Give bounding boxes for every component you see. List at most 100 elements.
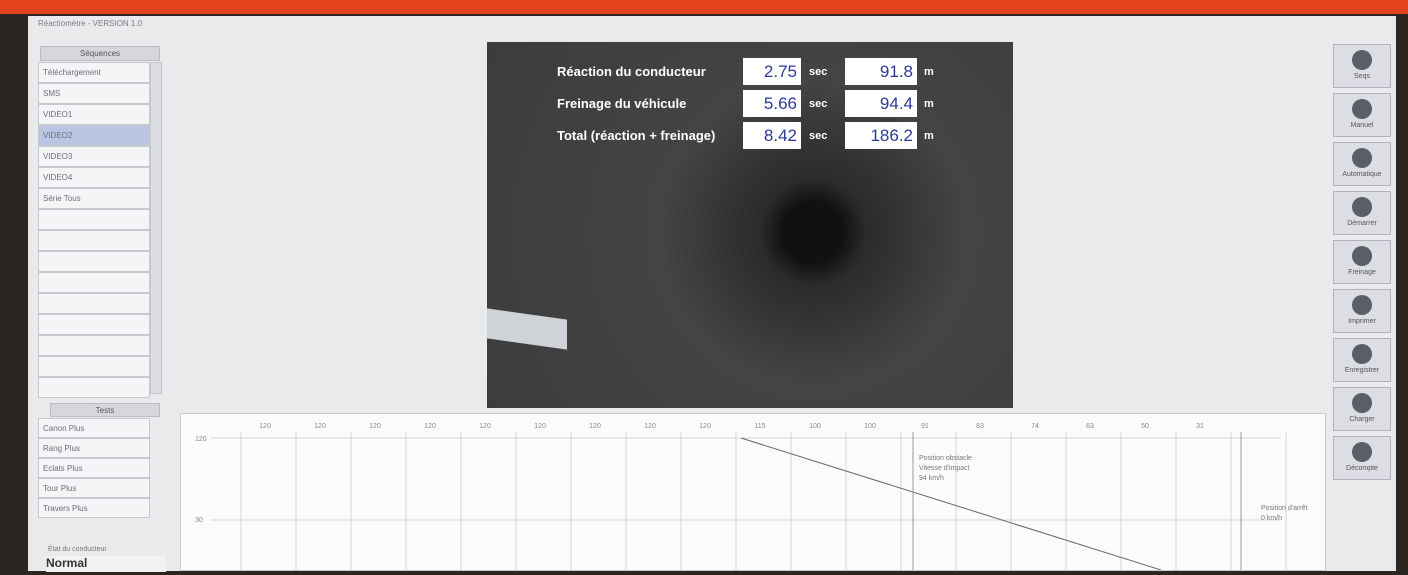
button-icon <box>1352 99 1372 119</box>
obstacle-note: 94 km/h <box>919 475 944 482</box>
x-label: 120 <box>424 423 436 430</box>
stop-note: Position d'arrêt <box>1261 505 1308 512</box>
toolbar-button[interactable]: Seqs <box>1333 44 1391 88</box>
video-view: Réaction du conducteur 2.75 sec 91.8 m Freina… <box>487 42 1013 408</box>
button-icon <box>1352 148 1372 168</box>
screen: Réactiomètre - VERSION 1.0 Réaction du c… <box>0 0 1408 571</box>
x-label: 120 <box>314 423 326 430</box>
x-label: 120 <box>369 423 381 430</box>
test-item[interactable]: Eclats Plus <box>38 458 150 478</box>
time-unit: sec <box>809 98 827 110</box>
toolbar-button[interactable]: Manuel <box>1333 93 1391 137</box>
driver-select[interactable]: Normal <box>46 556 166 572</box>
distance-value: 91.8 <box>845 58 917 85</box>
empty-row <box>38 272 150 293</box>
button-icon <box>1352 344 1372 364</box>
button-label: Imprimer <box>1348 318 1376 325</box>
obstacle-note: Position obstacle <box>919 455 972 462</box>
x-label: 74 <box>1031 423 1039 430</box>
x-label: 120 <box>259 423 271 430</box>
result-label: Freinage du véhicule <box>557 96 686 111</box>
scrollbar <box>150 62 162 394</box>
time-unit: sec <box>809 66 827 78</box>
distance-value: 186.2 <box>845 122 917 149</box>
test-item[interactable]: Tour Plus <box>38 478 150 498</box>
button-icon <box>1352 295 1372 315</box>
x-label: 120 <box>699 423 711 430</box>
toolbar-button[interactable]: Freinage <box>1333 240 1391 284</box>
y-label: 30 <box>195 517 203 524</box>
distance-unit: m <box>924 130 934 142</box>
test-item[interactable]: Rang Plus <box>38 438 150 458</box>
button-label: Décompte <box>1346 465 1378 472</box>
toolbar-button[interactable]: Charger <box>1333 387 1391 431</box>
x-label: 83 <box>976 423 984 430</box>
button-icon <box>1352 197 1372 217</box>
x-label: 120 <box>479 423 491 430</box>
time-value: 5.66 <box>743 90 801 117</box>
empty-row <box>38 209 150 230</box>
sequence-item[interactable]: Série Tous <box>38 188 150 209</box>
speed-graph: 120 120 120 120 120 120 120 120 120 115 100 100 91 83… <box>180 413 1326 571</box>
button-icon <box>1352 50 1372 70</box>
x-label: 120 <box>534 423 546 430</box>
button-label: Enregistrer <box>1345 367 1379 374</box>
sequence-item[interactable]: VIDEO3 <box>38 146 150 167</box>
obstacle-note: Vitesse d'impact <box>919 465 970 472</box>
button-icon <box>1352 246 1372 266</box>
x-label: 50 <box>1141 423 1149 430</box>
toolbar-button[interactable]: Imprimer <box>1333 289 1391 333</box>
toolbar-button[interactable]: Enregistrer <box>1333 338 1391 382</box>
toolbar-button[interactable]: Automatique <box>1333 142 1391 186</box>
sequence-item[interactable]: VIDEO2 <box>38 125 150 146</box>
empty-row <box>38 335 150 356</box>
graph-canvas: 120 120 120 120 120 120 120 120 120 115 100 100 91 83… <box>181 414 1325 570</box>
driver-label: État du conducteur <box>48 546 107 553</box>
empty-row <box>38 230 150 251</box>
distance-unit: m <box>924 98 934 110</box>
stop-note: 0 km/h <box>1261 515 1282 522</box>
x-label: 120 <box>644 423 656 430</box>
sequence-item[interactable]: VIDEO1 <box>38 104 150 125</box>
time-value: 8.42 <box>743 122 801 149</box>
distance-value: 94.4 <box>845 90 917 117</box>
sequence-item[interactable]: SMS <box>38 83 150 104</box>
sequence-item[interactable]: Téléchargement <box>38 62 150 83</box>
empty-row <box>38 356 150 377</box>
button-label: Charger <box>1349 416 1374 423</box>
time-value: 2.75 <box>743 58 801 85</box>
button-icon <box>1352 393 1372 413</box>
x-label: 91 <box>921 423 929 430</box>
button-label: Seqs <box>1354 73 1370 80</box>
x-label: 115 <box>754 423 765 430</box>
button-label: Démarrer <box>1347 220 1377 227</box>
road-marking <box>487 308 567 349</box>
x-label: 63 <box>1086 423 1094 430</box>
tests-header: Tests <box>50 403 160 417</box>
sequence-item[interactable]: VIDEO4 <box>38 167 150 188</box>
button-label: Freinage <box>1348 269 1376 276</box>
button-label: Automatique <box>1342 171 1381 178</box>
toolbar-button[interactable]: Décompte <box>1333 436 1391 480</box>
empty-row <box>38 251 150 272</box>
button-icon <box>1352 442 1372 462</box>
toolbar-button[interactable]: Démarrer <box>1333 191 1391 235</box>
x-label: 100 <box>864 423 876 430</box>
result-label: Réaction du conducteur <box>557 64 706 79</box>
app-window: Réactiomètre - VERSION 1.0 Réaction du c… <box>28 16 1396 571</box>
x-label: 31 <box>1196 423 1204 430</box>
empty-row <box>38 377 150 398</box>
y-label: 120 <box>195 436 207 443</box>
distance-unit: m <box>924 66 934 78</box>
x-label: 120 <box>589 423 601 430</box>
result-label: Total (réaction + freinage) <box>557 128 715 143</box>
x-label: 100 <box>809 423 821 430</box>
button-label: Manuel <box>1351 122 1374 129</box>
empty-row <box>38 293 150 314</box>
time-unit: sec <box>809 130 827 142</box>
top-strip <box>0 0 1408 14</box>
empty-row <box>38 314 150 335</box>
test-item[interactable]: Canon Plus <box>38 418 150 438</box>
sequences-header: Séquences <box>40 46 160 61</box>
test-item[interactable]: Travers Plus <box>38 498 150 518</box>
